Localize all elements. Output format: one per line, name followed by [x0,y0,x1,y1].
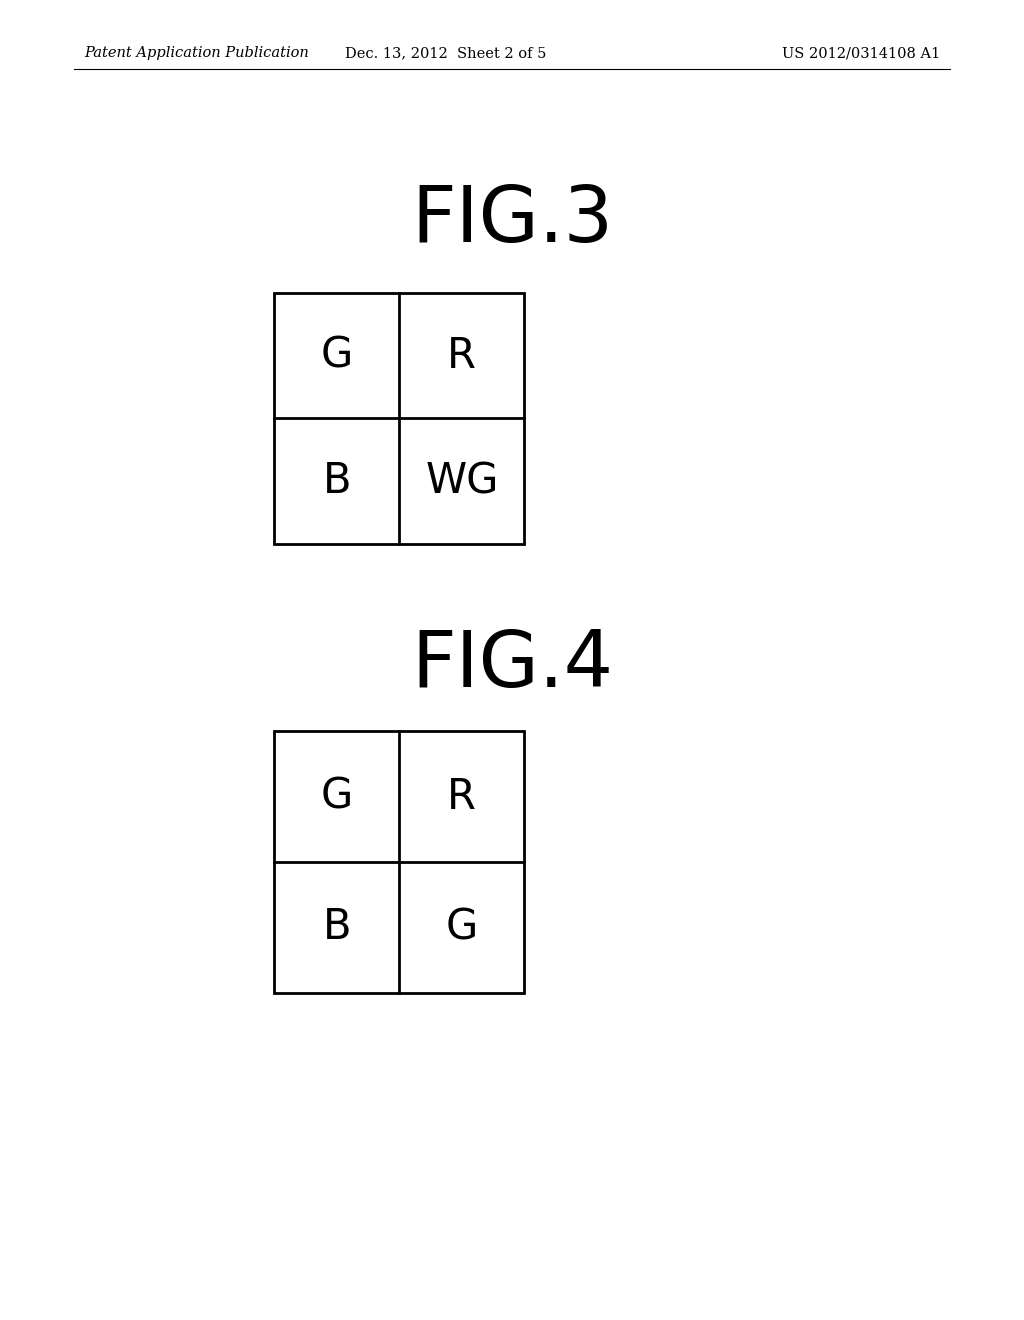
Bar [274,293,524,544]
Text: B: B [323,461,351,502]
Text: R: R [447,335,476,376]
Text: G: G [445,907,478,948]
Text: G: G [321,776,353,817]
Text: B: B [323,907,351,948]
Text: Dec. 13, 2012  Sheet 2 of 5: Dec. 13, 2012 Sheet 2 of 5 [345,46,546,61]
Text: WG: WG [425,461,499,502]
Text: FIG.3: FIG.3 [411,182,613,259]
Text: G: G [321,335,353,376]
Bar [274,731,524,993]
Text: Patent Application Publication: Patent Application Publication [84,46,308,61]
Text: US 2012/0314108 A1: US 2012/0314108 A1 [781,46,940,61]
Text: FIG.4: FIG.4 [411,627,613,704]
Text: R: R [447,776,476,817]
